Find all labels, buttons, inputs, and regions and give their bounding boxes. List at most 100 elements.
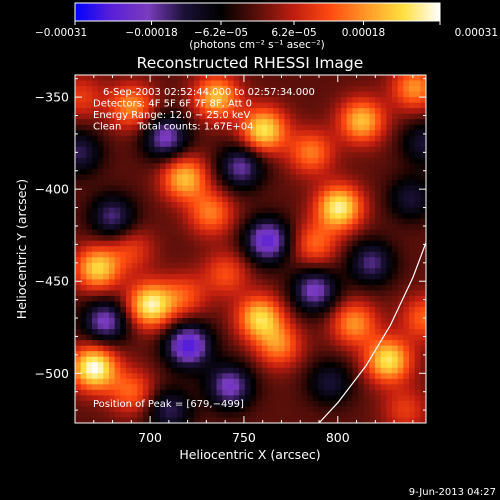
heatmap-cell (222, 367, 229, 374)
heatmap-cell (199, 218, 206, 225)
heatmap-cell (278, 251, 286, 258)
heatmap-cell (227, 290, 235, 297)
heatmap-cell (256, 356, 263, 363)
heatmap-cell (182, 345, 189, 352)
heatmap-cell (159, 163, 167, 170)
heatmap-cell (329, 146, 337, 153)
heatmap-cell (290, 251, 297, 258)
heatmap-cell (301, 91, 308, 98)
heatmap-cell (154, 80, 161, 87)
heatmap-cell (148, 262, 155, 269)
heatmap-cell (227, 340, 235, 347)
heatmap-cell (108, 97, 116, 104)
heatmap-cell (244, 108, 252, 115)
heatmap-cell (205, 334, 212, 341)
heatmap-cell (233, 406, 240, 413)
heatmap-cell (171, 240, 178, 247)
heatmap-cell (267, 229, 274, 236)
heatmap-cell (188, 334, 195, 341)
heatmap-cell (250, 284, 257, 292)
heatmap-cell (307, 202, 314, 209)
heatmap-cell (103, 97, 110, 104)
heatmap-cell (171, 334, 178, 341)
heatmap-cell (397, 389, 404, 396)
heatmap-cell (114, 262, 121, 269)
heatmap-cell (154, 218, 161, 225)
heatmap-cell (380, 124, 387, 131)
heatmap-cell (103, 301, 110, 308)
heatmap-cell (205, 246, 212, 253)
heatmap-cell (80, 185, 87, 192)
heatmap-cell (233, 108, 240, 115)
heatmap-cell (352, 218, 359, 225)
heatmap-cell (91, 273, 99, 280)
heatmap-cell (171, 351, 178, 358)
heatmap-cell (171, 417, 178, 423)
heatmap-cell (125, 389, 133, 396)
heatmap-cell (244, 345, 252, 352)
heatmap-cell (363, 373, 370, 380)
heatmap-cell (386, 130, 393, 137)
heatmap-cell (284, 318, 291, 325)
heatmap-cell (239, 284, 246, 292)
heatmap-cell (318, 367, 325, 374)
heatmap-cell (250, 378, 257, 385)
heatmap-cell (108, 174, 116, 181)
colorbar-tick-label: −0.00031 (35, 27, 87, 39)
heatmap-cell (369, 91, 376, 98)
heatmap-cell (216, 202, 223, 209)
heatmap-cell (341, 307, 348, 314)
heatmap-cell (125, 207, 133, 214)
heatmap-cell (284, 130, 291, 137)
heatmap-cell (250, 417, 257, 423)
heatmap-cell (244, 406, 252, 413)
heatmap-cell (188, 146, 195, 153)
heatmap-cell (205, 191, 212, 198)
heatmap-cell (159, 196, 167, 203)
heatmap-cell (91, 207, 99, 214)
heatmap-cell (239, 130, 246, 137)
heatmap-cell (142, 340, 150, 347)
heatmap-cell (267, 345, 274, 352)
heatmap-cell (295, 273, 303, 280)
heatmap-cell (380, 174, 387, 181)
heatmap-cell (159, 97, 167, 104)
heatmap-cell (171, 411, 178, 419)
heatmap-cell (346, 135, 353, 142)
heatmap-cell (75, 367, 82, 374)
heatmap-cell (233, 400, 240, 408)
heatmap-cell (273, 384, 280, 391)
heatmap-cell (363, 262, 370, 269)
heatmap-cell (352, 119, 359, 126)
heatmap-cell (375, 168, 382, 176)
heatmap-cell (414, 75, 421, 82)
heatmap-cell (363, 102, 370, 109)
heatmap-cell (131, 196, 138, 203)
heatmap-cell (278, 307, 286, 314)
heatmap-cell (414, 213, 421, 220)
heatmap-cell (193, 262, 201, 269)
heatmap-cell (114, 411, 121, 419)
heatmap-cell (256, 290, 263, 297)
heatmap-cell (239, 163, 246, 170)
heatmap-cell (414, 124, 421, 131)
heatmap-cell (324, 351, 331, 358)
heatmap-cell (131, 202, 138, 209)
heatmap-cell (193, 257, 201, 264)
heatmap-cell (222, 185, 229, 192)
heatmap-cell (284, 202, 291, 209)
heatmap-cell (108, 124, 116, 131)
heatmap-cell (176, 229, 184, 236)
heatmap-cell (205, 329, 212, 336)
heatmap-cell (363, 229, 370, 236)
heatmap-cell (261, 373, 269, 380)
heatmap-cell (142, 157, 150, 164)
heatmap-cell (120, 174, 127, 181)
heatmap-cell (154, 373, 161, 380)
heatmap-cell (256, 235, 263, 242)
heatmap-cell (352, 406, 359, 413)
heatmap-cell (307, 406, 314, 413)
heatmap-cell (239, 86, 246, 93)
heatmap-cell (171, 340, 178, 347)
heatmap-cell (369, 191, 376, 198)
